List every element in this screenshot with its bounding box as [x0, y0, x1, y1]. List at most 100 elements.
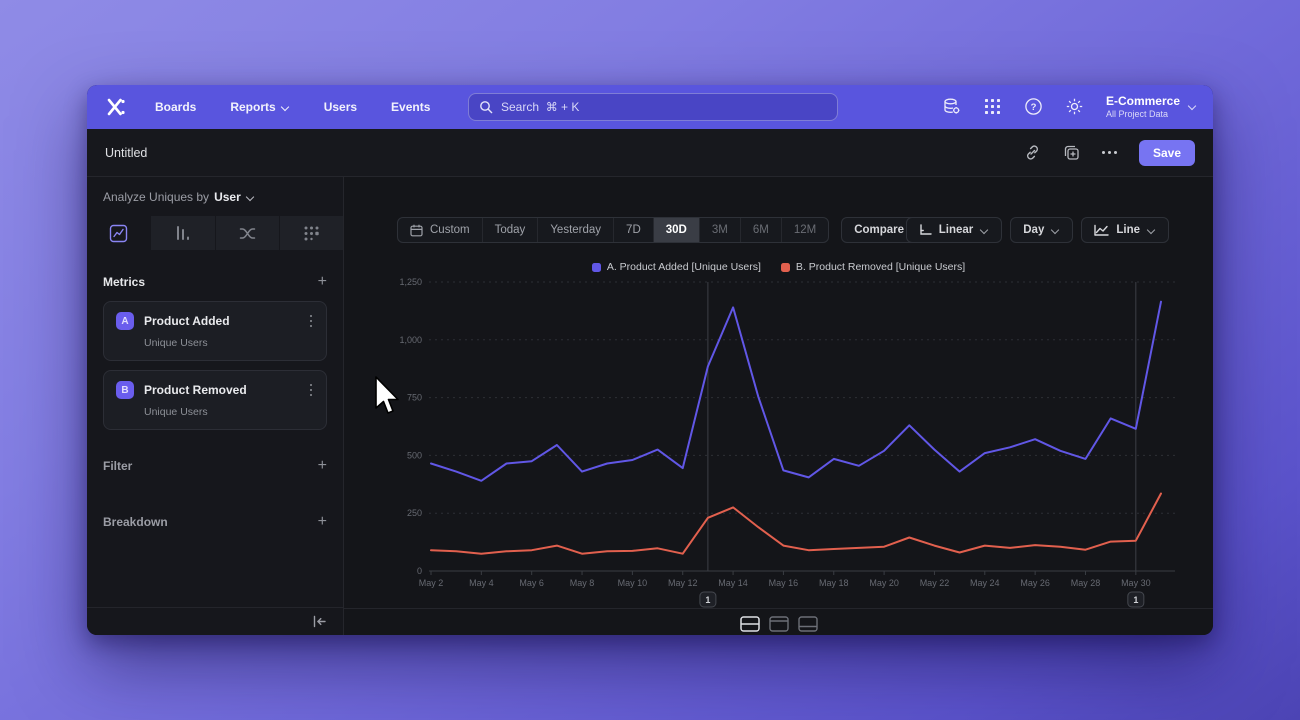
legend-item-b[interactable]: B. Product Removed [Unique Users] — [780, 261, 966, 273]
chevron-down-icon — [1147, 226, 1156, 235]
chevron-down-icon — [246, 193, 255, 202]
layout-table-only-button[interactable] — [797, 615, 818, 632]
range-label: 30D — [665, 224, 687, 236]
nav-item-label: Users — [323, 100, 358, 114]
save-button[interactable]: Save — [1138, 139, 1195, 166]
chart-type-select[interactable]: Line — [1081, 217, 1169, 243]
range-6m[interactable]: 6M — [739, 218, 781, 242]
metric-card-a[interactable]: A Product Added Unique Users — [103, 301, 327, 361]
footer-divider — [344, 608, 1213, 609]
breakdown-section-label: Breakdown — [103, 515, 168, 529]
help-icon[interactable]: ? — [1024, 97, 1043, 116]
layout-split-view-button[interactable] — [739, 615, 760, 632]
svg-text:May 22: May 22 — [920, 578, 950, 588]
metrics-section-label: Metrics — [103, 275, 146, 289]
range-label: 3M — [711, 224, 728, 236]
svg-text:May 28: May 28 — [1071, 578, 1101, 588]
range-7d[interactable]: 7D — [613, 218, 653, 242]
add-metric-button[interactable]: + — [317, 273, 327, 290]
tab-funnels[interactable] — [150, 216, 215, 250]
add-breakdown-button[interactable]: + — [317, 513, 327, 530]
granularity-label: Day — [1023, 224, 1045, 236]
svg-text:May 30: May 30 — [1121, 578, 1151, 588]
svg-text:May 2: May 2 — [419, 578, 444, 588]
metric-subtitle: Unique Users — [144, 337, 208, 349]
svg-text:May 12: May 12 — [668, 578, 698, 588]
tab-insights[interactable] — [87, 216, 151, 250]
chevron-down-icon — [1188, 102, 1197, 111]
project-name: E-Commerce — [1105, 93, 1180, 108]
chevron-down-icon — [1051, 226, 1060, 235]
mixpanel-logo-icon[interactable] — [103, 94, 129, 120]
nav-item-reports[interactable]: Reports — [230, 100, 289, 114]
apps-grid-icon[interactable] — [983, 97, 1002, 116]
tab-retention[interactable] — [278, 216, 343, 250]
legend-label: B. Product Removed [Unique Users] — [795, 261, 966, 273]
nav-item-label: Boards — [155, 100, 197, 114]
metric-card-b[interactable]: B Product Removed Unique Users — [103, 370, 327, 430]
nav-item-users[interactable]: Users — [324, 100, 357, 114]
compare-label: Compare — [854, 224, 905, 236]
svg-text:250: 250 — [407, 508, 422, 518]
analyze-entity-select[interactable]: User — [214, 190, 241, 204]
metric-badge: B — [116, 381, 134, 399]
svg-text:May 16: May 16 — [769, 578, 799, 588]
metric-badge: A — [116, 312, 134, 330]
range-label: Today — [494, 224, 526, 236]
add-filter-button[interactable]: + — [317, 457, 327, 474]
svg-text:1: 1 — [705, 595, 710, 605]
range-label: Yesterday — [550, 224, 602, 236]
chart-type-label: Line — [1116, 224, 1140, 236]
more-options-icon[interactable] — [1101, 151, 1117, 154]
chart-legend: A. Product Added [Unique Users] B. Produ… — [344, 261, 1213, 273]
range-3m[interactable]: 3M — [698, 218, 740, 242]
svg-text:May 20: May 20 — [869, 578, 899, 588]
layout-toggle-group — [344, 615, 1213, 632]
range-30d[interactable]: 30D — [652, 218, 699, 242]
scale-select[interactable]: Linear — [905, 217, 1003, 243]
range-yesterday[interactable]: Yesterday — [537, 218, 613, 242]
granularity-select[interactable]: Day — [1010, 217, 1074, 243]
chart-panel: Custom Today Yesterday 7D 30D 3M 6M 12M … — [343, 177, 1213, 635]
share-link-icon[interactable] — [1024, 144, 1041, 161]
project-switcher[interactable]: E-Commerce All Project Data — [1105, 93, 1197, 119]
range-label: Custom — [430, 224, 470, 236]
svg-text:May 26: May 26 — [1020, 578, 1050, 588]
range-12m[interactable]: 12M — [780, 218, 828, 242]
kebab-menu-icon[interactable] — [308, 382, 315, 399]
settings-gear-icon[interactable] — [1065, 97, 1084, 116]
axis-scale-icon — [920, 224, 932, 235]
global-search[interactable] — [468, 93, 838, 121]
collapse-sidebar-icon[interactable] — [312, 615, 327, 628]
report-title[interactable]: Untitled — [105, 145, 148, 160]
nav-item-boards[interactable]: Boards — [155, 100, 196, 114]
metric-name: Product Removed — [144, 383, 247, 397]
report-title-bar: Untitled Save — [87, 129, 1213, 177]
legend-label: A. Product Added [Unique Users] — [606, 261, 761, 273]
layout-chart-only-button[interactable] — [768, 615, 789, 632]
nav-item-events[interactable]: Events — [391, 100, 430, 114]
svg-text:1,000: 1,000 — [399, 335, 422, 345]
kebab-menu-icon[interactable] — [308, 313, 315, 330]
analyze-prefix-label: Analyze Uniques by — [103, 190, 210, 204]
range-custom[interactable]: Custom — [398, 218, 482, 242]
range-label: 7D — [626, 224, 641, 236]
range-today[interactable]: Today — [481, 218, 538, 242]
scale-label: Linear — [938, 224, 974, 236]
legend-item-a[interactable]: A. Product Added [Unique Users] — [591, 261, 761, 273]
data-management-icon[interactable] — [942, 97, 961, 116]
tab-flows[interactable] — [214, 216, 279, 250]
date-range-group: Custom Today Yesterday 7D 30D 3M 6M 12M — [397, 217, 830, 243]
app-window: Boards Reports Users Events ? — [87, 85, 1213, 635]
project-subtitle: All Project Data — [1105, 108, 1168, 119]
line-chart[interactable]: 0 250 500 750 1,000 1,250 May 2 May 4 May 6 May 8… — [344, 262, 1213, 612]
range-label: 12M — [793, 224, 817, 236]
chevron-down-icon — [980, 226, 989, 235]
legend-swatch-b — [780, 262, 790, 272]
svg-text:1: 1 — [1133, 595, 1138, 605]
svg-text:500: 500 — [407, 450, 422, 460]
nav-item-label: Reports — [230, 100, 276, 114]
legend-swatch-a — [591, 262, 601, 272]
duplicate-icon[interactable] — [1063, 144, 1080, 161]
search-input[interactable] — [501, 100, 827, 114]
